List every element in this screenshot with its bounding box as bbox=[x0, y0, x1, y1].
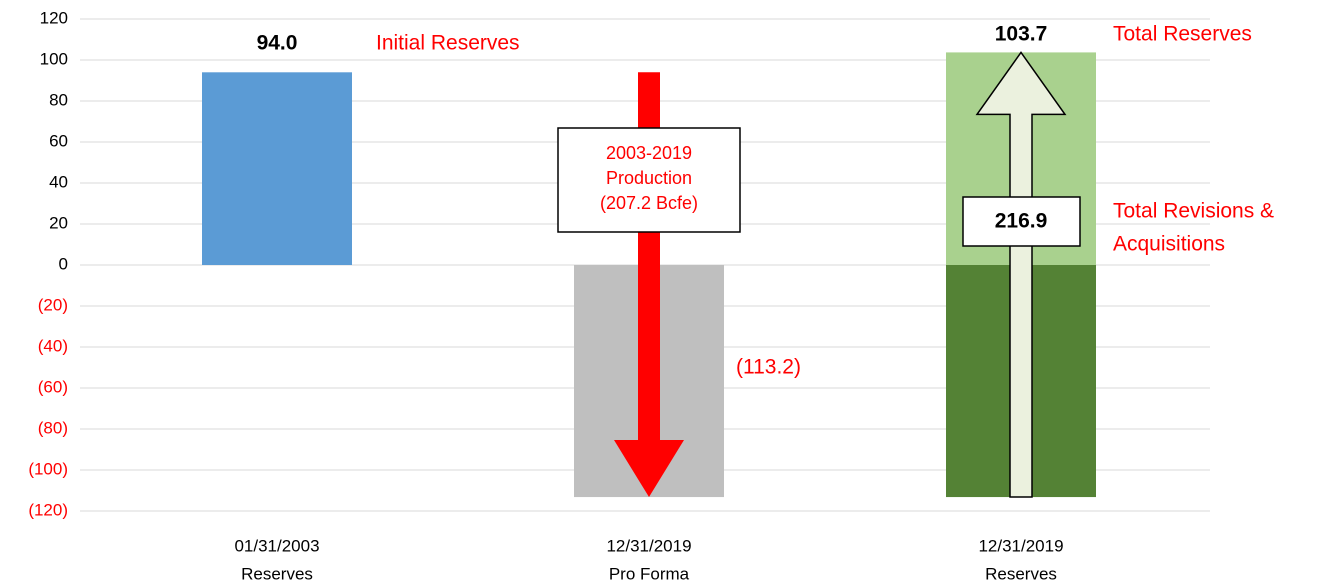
y-tick-label: (120) bbox=[28, 500, 68, 519]
bar bbox=[202, 72, 352, 265]
x-tick-label: Reserves bbox=[241, 564, 313, 583]
arrow bbox=[614, 72, 684, 498]
x-tick-label: Reserves bbox=[985, 564, 1057, 583]
y-tick-label: (80) bbox=[38, 418, 68, 437]
y-tick-label: (40) bbox=[38, 336, 68, 355]
y-tick-label: 20 bbox=[49, 213, 68, 232]
arrow-label: 2003-2019 bbox=[606, 143, 692, 163]
value-label: 94.0 bbox=[257, 32, 298, 55]
arrow bbox=[975, 51, 1067, 498]
value-label: (113.2) bbox=[736, 356, 801, 379]
arrow-label: (207.2 Bcfe) bbox=[600, 193, 698, 213]
arrow-label: Production bbox=[606, 168, 692, 188]
x-tick-label: 12/31/2019 bbox=[978, 536, 1063, 555]
x-tick-label: 01/31/2003 bbox=[234, 536, 319, 555]
label-box bbox=[962, 196, 1081, 247]
y-tick-label: 100 bbox=[40, 49, 68, 68]
y-tick-label: 80 bbox=[49, 90, 68, 109]
annotation: Total Reserves bbox=[1113, 23, 1252, 46]
label-box bbox=[557, 127, 741, 233]
x-tick-label: Pro Forma bbox=[609, 564, 690, 583]
y-tick-label: 120 bbox=[40, 8, 68, 27]
y-tick-label: (100) bbox=[28, 459, 68, 478]
x-tick-label: 12/31/2019 bbox=[606, 536, 691, 555]
y-tick-label: 0 bbox=[59, 254, 68, 273]
annotation: Total Revisions & bbox=[1113, 200, 1274, 223]
annotation: Initial Reserves bbox=[376, 32, 520, 55]
y-tick-label: 40 bbox=[49, 172, 68, 191]
value-label: 216.9 bbox=[995, 210, 1048, 233]
value-label: 103.7 bbox=[995, 23, 1048, 46]
y-tick-label: (20) bbox=[38, 295, 68, 314]
y-tick-label: 60 bbox=[49, 131, 68, 150]
y-tick-label: (60) bbox=[38, 377, 68, 396]
annotation: Acquisitions bbox=[1113, 233, 1225, 256]
